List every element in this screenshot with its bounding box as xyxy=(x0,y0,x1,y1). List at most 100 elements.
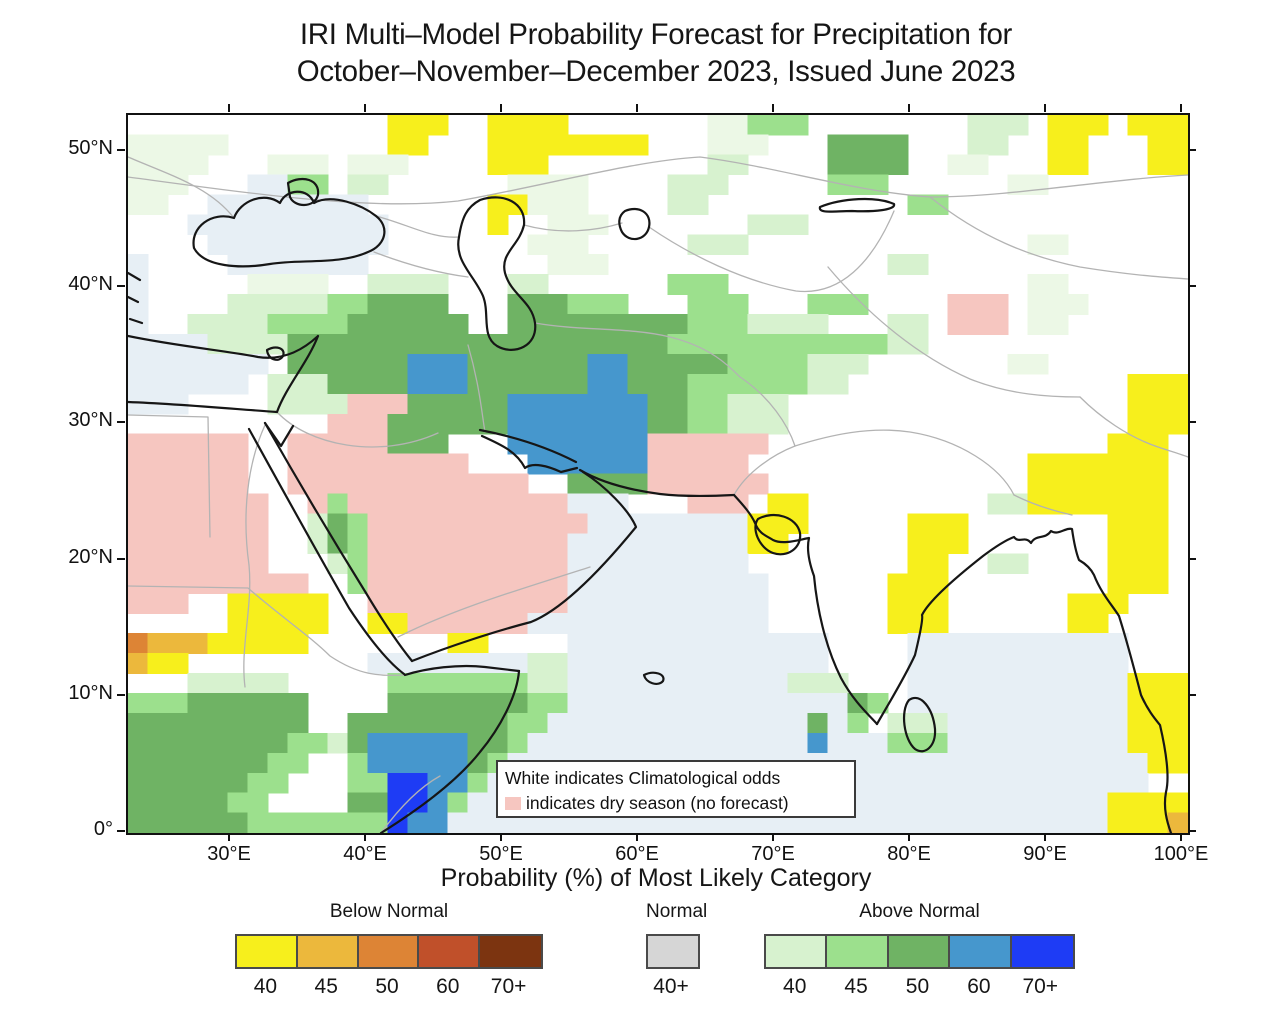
mediterranean-coast xyxy=(128,334,320,448)
lon-axis-label: 90°E xyxy=(1023,843,1067,865)
caspian-sea-coast xyxy=(457,196,537,351)
lon-tick-bottom xyxy=(772,833,774,841)
legend-value-label: 50 xyxy=(905,975,930,998)
socotra-coast xyxy=(642,671,665,685)
legend-category-label: Below Normal xyxy=(329,901,449,922)
lon-axis-label: 100°E xyxy=(1153,843,1209,865)
sri-lanka-coast xyxy=(902,697,937,753)
legend-color-cell xyxy=(419,936,481,967)
note-line-1: White indicates Climatological odds xyxy=(505,766,847,791)
legend-category-label: Normal xyxy=(646,901,708,922)
legend-color-cell xyxy=(950,936,1012,967)
cyprus-coast xyxy=(265,346,285,361)
india-east-bengal-myanmar-coast xyxy=(875,527,1173,833)
legend-value-row: 40+ xyxy=(646,975,700,999)
black-sea-coast xyxy=(192,190,386,268)
probability-cells-layer xyxy=(128,115,1188,833)
legend-value-label: 70+ xyxy=(490,975,527,998)
dry-season-swatch xyxy=(505,797,521,810)
kathiawar-coast xyxy=(754,514,802,556)
lon-tick-top xyxy=(500,104,502,112)
persian-gulf-north-coast xyxy=(478,428,578,464)
legend-color-cell xyxy=(888,936,951,967)
coastlines-layer xyxy=(128,177,1173,833)
country-borders-layer xyxy=(128,156,1188,833)
legend-section-above-normal: Above Normal 40 45 50 60 70+ xyxy=(764,901,1075,999)
lon-tick-bottom xyxy=(1180,833,1182,841)
lat-tick-right xyxy=(1188,149,1196,151)
lat-axis-label: 40°N xyxy=(68,273,113,296)
azov-sea-coast xyxy=(286,177,320,207)
note-line-2: indicates dry season (no forecast) xyxy=(505,791,847,816)
legend-title: Probability (%) of Most Likely Category xyxy=(440,864,872,892)
lat-axis-label: 0° xyxy=(93,818,113,840)
legend-value-label: 45 xyxy=(844,975,868,998)
lat-axis-label: 20°N xyxy=(68,545,113,568)
lon-tick-bottom xyxy=(908,833,910,841)
lat-tick-right xyxy=(1188,421,1196,424)
legend-color-cell xyxy=(648,936,698,967)
lat-tick-right xyxy=(1188,693,1196,696)
arabia-south-coast xyxy=(410,470,638,663)
lat-axis-label: 30°N xyxy=(68,409,113,432)
legend-value-label: 45 xyxy=(314,975,338,998)
lat-tick-left xyxy=(117,693,125,696)
legend-section-below-normal: Below Normal 40 45 50 60 70+ xyxy=(235,901,543,999)
lon-tick-top xyxy=(908,104,910,112)
lat-axis-label: 50°N xyxy=(68,137,113,159)
aegean-coast xyxy=(128,271,144,325)
title-line-1: IRI Multi–Model Probability Forecast for… xyxy=(299,18,1013,51)
lon-tick-top xyxy=(1044,104,1046,112)
lon-axis-label: 40°E xyxy=(343,843,387,865)
somalia-east-coast xyxy=(379,669,521,833)
lon-tick-bottom xyxy=(228,833,230,841)
note-text-2: indicates dry season (no forecast) xyxy=(526,793,789,813)
lat-axis-label: 10°N xyxy=(68,681,113,704)
legend-value-label: 60 xyxy=(967,975,991,998)
legend-color-cell xyxy=(480,936,541,967)
lon-tick-top xyxy=(364,104,366,112)
legend-color-cell xyxy=(297,936,359,967)
legend-value-row: 40 45 50 60 70+ xyxy=(235,975,543,999)
legend-category-label: Above Normal xyxy=(859,901,980,922)
legend-color-cell xyxy=(1011,936,1073,967)
map-note-box: White indicates Climatological odds indi… xyxy=(496,760,856,818)
legend-color-cell xyxy=(827,936,889,967)
lon-tick-bottom xyxy=(636,833,638,841)
page-title: IRI Multi–Model Probability Forecast for… xyxy=(126,16,1186,90)
makran-coast xyxy=(578,468,736,498)
lon-axis-label: 80°E xyxy=(887,843,931,865)
legend-color-bar xyxy=(235,934,543,969)
lat-tick-left xyxy=(117,285,125,288)
map-svg xyxy=(128,115,1188,833)
legend-value-label: 70+ xyxy=(1022,975,1059,998)
gulf-of-aden-south-coast xyxy=(403,664,521,677)
note-text-1: White indicates Climatological odds xyxy=(505,768,781,788)
lon-tick-top xyxy=(228,104,230,112)
lon-tick-bottom xyxy=(1044,833,1046,841)
red-sea-west-coast xyxy=(247,427,406,676)
aral-sea-coast xyxy=(618,207,651,241)
legend-color-cell xyxy=(358,936,420,967)
lake-balkhash-coast xyxy=(818,197,896,213)
lon-axis-label: 30°E xyxy=(207,843,251,865)
legend-value-label: 40 xyxy=(783,975,807,998)
lon-tick-top xyxy=(636,104,638,112)
lat-tick-left xyxy=(117,421,125,424)
india-west-coast xyxy=(732,493,879,726)
legend-value-label: 60 xyxy=(436,975,460,998)
legend-color-bar xyxy=(764,934,1075,969)
legend-value-label: 40 xyxy=(253,975,278,998)
red-sea-east-coast xyxy=(263,421,414,663)
title-line-2: October–November–December 2023, Issued J… xyxy=(296,55,1016,88)
lon-axis-label: 60°E xyxy=(615,843,659,865)
lon-tick-bottom xyxy=(364,833,366,841)
legend-color-bar xyxy=(646,934,700,969)
lat-tick-right xyxy=(1188,285,1196,288)
lon-axis-label: 70°E xyxy=(751,843,795,865)
legend-value-label: 50 xyxy=(375,975,399,998)
lat-tick-right xyxy=(1188,557,1196,560)
legend-section-normal: Normal 40+ xyxy=(646,901,708,999)
legend-value-label: 40+ xyxy=(653,975,689,998)
